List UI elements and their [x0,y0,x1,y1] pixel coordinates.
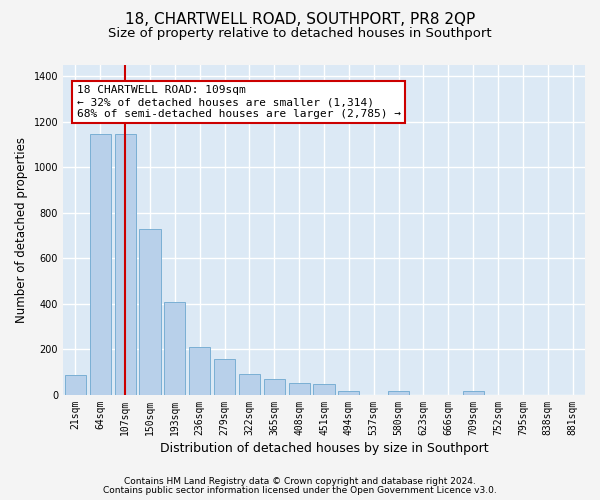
Bar [239,374,260,395]
Text: 18, CHARTWELL ROAD, SOUTHPORT, PR8 2QP: 18, CHARTWELL ROAD, SOUTHPORT, PR8 2QP [125,12,475,28]
Bar [90,134,111,395]
Bar [313,384,335,395]
Bar [289,383,310,395]
Text: Size of property relative to detached houses in Southport: Size of property relative to detached ho… [108,28,492,40]
X-axis label: Distribution of detached houses by size in Southport: Distribution of detached houses by size … [160,442,488,455]
Bar [463,391,484,395]
Y-axis label: Number of detached properties: Number of detached properties [15,137,28,323]
Bar [338,391,359,395]
Text: Contains HM Land Registry data © Crown copyright and database right 2024.: Contains HM Land Registry data © Crown c… [124,477,476,486]
Bar [164,302,185,395]
Text: 18 CHARTWELL ROAD: 109sqm
← 32% of detached houses are smaller (1,314)
68% of se: 18 CHARTWELL ROAD: 109sqm ← 32% of detac… [77,86,401,118]
Bar [388,391,409,395]
Bar [189,347,211,395]
Bar [65,375,86,395]
Bar [139,229,161,395]
Bar [264,379,285,395]
Bar [214,358,235,395]
Bar [115,134,136,395]
Text: Contains public sector information licensed under the Open Government Licence v3: Contains public sector information licen… [103,486,497,495]
